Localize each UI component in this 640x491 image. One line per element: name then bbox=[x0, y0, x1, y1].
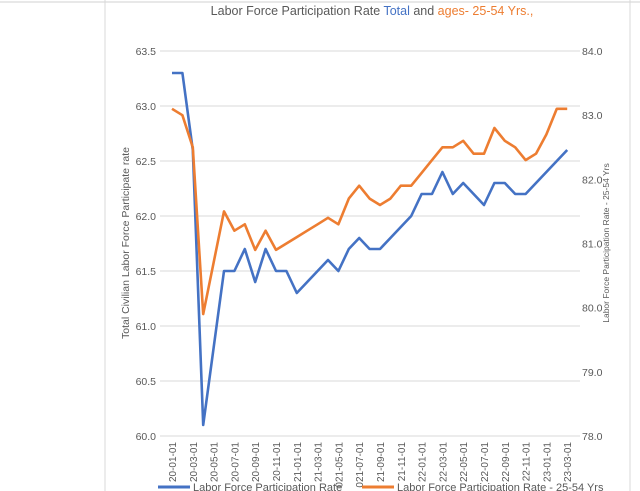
legend-label-25-54: Labor Force Participation Rate - 25-54 Y… bbox=[397, 482, 604, 491]
y-tick-label: 61.5 bbox=[136, 266, 157, 278]
x-tick-label: 21-03-01 bbox=[314, 442, 325, 482]
x-tick-label: 22-03-01 bbox=[438, 442, 449, 482]
x-tick-label: 021-05-01 bbox=[334, 442, 345, 488]
y2-axis-label: Labor Force Participation Rate - 25-54 Y… bbox=[601, 163, 611, 323]
y-axis-label: Total Civilian Labor Force Participate r… bbox=[120, 147, 132, 339]
y-tick-label: 60.0 bbox=[136, 431, 157, 443]
x-tick-label: 22-11-01 bbox=[522, 442, 533, 482]
x-tick-label: 20-03-01 bbox=[189, 442, 200, 482]
x-tick-label: 22-07-01 bbox=[480, 442, 491, 482]
y-tick-label: 61.0 bbox=[136, 321, 157, 333]
x-tick-label: 20-05-01 bbox=[210, 442, 221, 482]
x-tick-label: 20-09-01 bbox=[251, 442, 262, 482]
y-tick-label: 62.0 bbox=[136, 211, 157, 223]
x-tick-label: 20-01-01 bbox=[168, 442, 179, 482]
x-tick-label: 23-01-01 bbox=[542, 442, 553, 482]
y-tick-label: 60.5 bbox=[136, 376, 157, 388]
x-tick-label: 21-01-01 bbox=[293, 442, 304, 482]
y2-tick-label: 84.0 bbox=[582, 46, 603, 58]
x-tick-label: 23-03-01 bbox=[563, 442, 574, 482]
y-tick-label: 62.5 bbox=[136, 156, 157, 168]
x-tick-label: 22-09-01 bbox=[501, 442, 512, 482]
legend: Labor Force Participation Rate Labor For… bbox=[158, 482, 604, 491]
x-tick-label: 22-05-01 bbox=[459, 442, 470, 482]
y2-tick-label: 80.0 bbox=[582, 303, 603, 315]
series-line-25-54 bbox=[171, 107, 568, 316]
y2-tick-label: 83.0 bbox=[582, 110, 603, 122]
y2-tick-label: 82.0 bbox=[582, 174, 603, 186]
x-tick-label: 22-01-01 bbox=[418, 442, 429, 482]
y-tick-label: 63.5 bbox=[136, 46, 157, 58]
x-tick-label: 21-09-01 bbox=[376, 442, 387, 482]
y-tick-label: 63.0 bbox=[136, 101, 157, 113]
y2-tick-label: 78.0 bbox=[582, 431, 603, 443]
y2-tick-label: 79.0 bbox=[582, 367, 603, 379]
x-tick-label: 21-11-01 bbox=[397, 442, 408, 482]
x-tick-label: 20-11-01 bbox=[272, 442, 283, 482]
chart-title: Labor Force Participation Rate Total and… bbox=[211, 4, 534, 18]
x-tick-label: 021-07-01 bbox=[355, 442, 366, 488]
legend-label-total: Labor Force Participation Rate bbox=[193, 482, 342, 491]
x-tick-label: 20-07-01 bbox=[230, 442, 241, 482]
y2-tick-label: 81.0 bbox=[582, 239, 603, 251]
